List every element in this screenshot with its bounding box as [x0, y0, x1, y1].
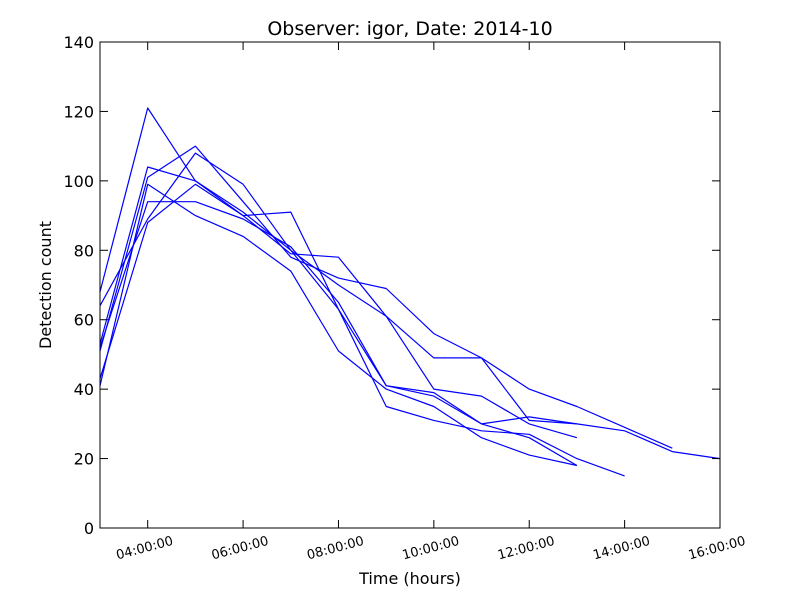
y-tick-label: 100: [63, 172, 94, 191]
x-axis-label: Time (hours): [358, 569, 461, 588]
series-line-5: [99, 201, 721, 460]
y-axis-tick-labels: 0 20 40 60 80 100 120 140: [63, 33, 94, 538]
y-tick-label: 0: [84, 519, 94, 538]
y-tick-label: 140: [63, 33, 94, 52]
series-line-4: [99, 152, 673, 449]
plot-frame: [99, 41, 721, 529]
y-tick-label: 60: [74, 311, 94, 330]
y-axis-label: Detection count: [36, 221, 55, 349]
series-line-3: [99, 145, 577, 425]
y-tick-label: 80: [74, 241, 94, 260]
y-tick-label: 120: [63, 102, 94, 121]
series-line-7: [99, 183, 578, 467]
y-tick-label: 20: [74, 450, 94, 469]
plot-lines: [99, 107, 721, 477]
chart-title: Observer: igor, Date: 2014-10: [267, 18, 552, 40]
series-line-2: [99, 166, 578, 439]
y-tick-label: 40: [74, 380, 94, 399]
series-line-6: [99, 183, 625, 477]
